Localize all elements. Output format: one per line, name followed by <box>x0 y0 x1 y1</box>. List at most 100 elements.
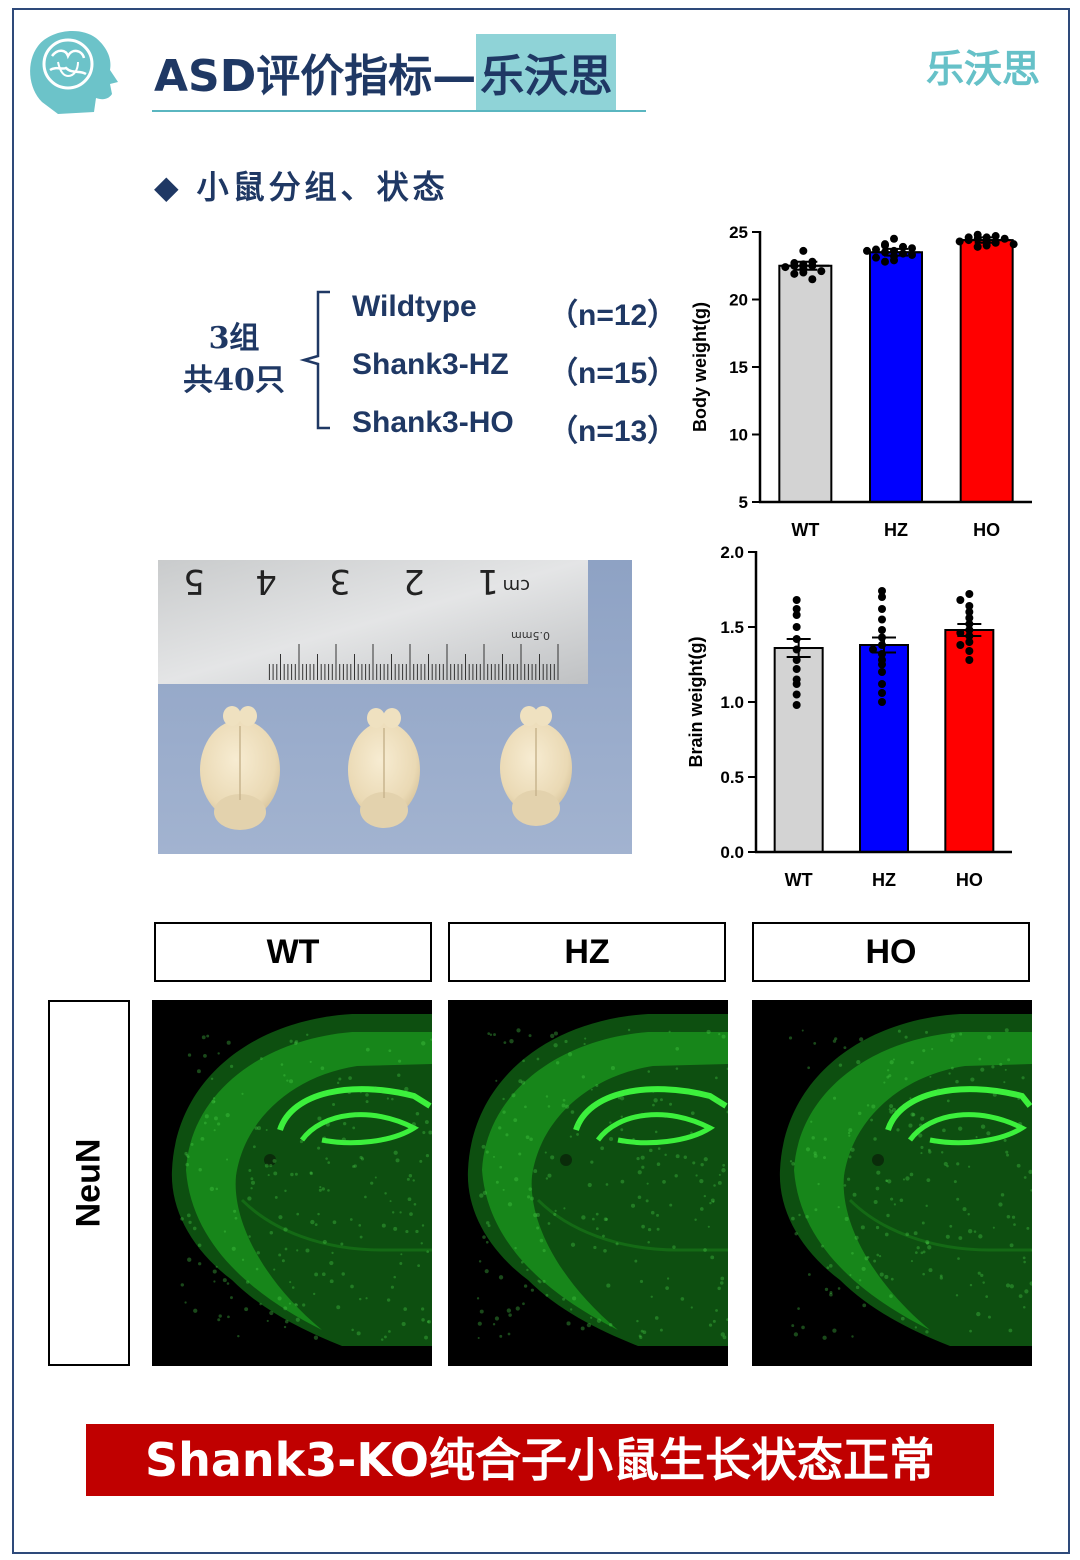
data-point <box>983 242 991 250</box>
data-point <box>965 590 973 598</box>
brace-icon <box>290 290 334 430</box>
data-point <box>878 689 886 697</box>
y-tick-label: 1.0 <box>720 693 744 712</box>
y-axis-label: Brain weight(g) <box>686 637 706 768</box>
ruler-number: 3 <box>329 561 351 601</box>
data-point <box>878 587 886 595</box>
neun-slice-ho <box>752 1000 1032 1366</box>
column-header-hz: HZ <box>448 922 726 982</box>
brain-weight-chart: Brain weight(g) WT HZ HO 0.0 0.5 1.0 1.5 2.0 <box>686 540 1026 890</box>
neun-section-drawing <box>172 1014 432 1346</box>
neun-section-drawing <box>780 1014 1032 1346</box>
y-tick-label: 5 <box>739 493 748 512</box>
title-main: ASD评价指标— <box>154 40 476 104</box>
brain-weight-chart-svg: Brain weight(g) WT HZ HO 0.0 0.5 1.0 1.5 2.0 <box>686 540 1026 890</box>
data-point <box>965 233 973 241</box>
data-point <box>878 641 886 649</box>
data-point <box>793 605 801 613</box>
data-point <box>1010 240 1018 248</box>
group-n: （n=12） <box>548 290 677 334</box>
y-tick-label: 25 <box>729 223 748 242</box>
data-point <box>881 258 889 266</box>
x-tick-label: HO <box>973 520 1000 540</box>
data-point <box>878 616 886 624</box>
ruler-unit: cm <box>503 575 530 596</box>
animals-count: 共40只 <box>176 360 292 402</box>
data-point <box>793 646 801 654</box>
section-heading: ◆ 小鼠分组、状态 <box>154 162 449 208</box>
x-tick-label: HZ <box>884 520 908 540</box>
body-weight-chart: Body weight(g) WT HZ HO 5 10 15 20 25 <box>690 220 1040 550</box>
data-point <box>899 250 907 258</box>
y-axis-label: Body weight(g) <box>690 302 710 432</box>
y-tick-label: 0.5 <box>720 768 744 787</box>
data-point <box>793 665 801 673</box>
groups-count: 3组 <box>176 318 292 360</box>
data-point <box>992 232 1000 240</box>
data-point <box>881 248 889 256</box>
data-point <box>872 246 880 254</box>
data-point <box>974 231 982 239</box>
neun-slice-hz <box>448 1000 728 1366</box>
brain-head-logo-icon <box>22 22 124 118</box>
y-tick-label: 20 <box>729 291 748 310</box>
group-n: （n=13） <box>548 406 677 450</box>
column-header-ho: HO <box>752 922 1030 982</box>
title-underline <box>152 110 646 112</box>
neun-slice-wt <box>152 1000 432 1366</box>
ruler-number: 4 <box>255 561 277 601</box>
data-point <box>878 605 886 613</box>
page-title: ASD评价指标— 乐沃思 <box>154 36 616 108</box>
data-point <box>793 656 801 664</box>
section-title: 小鼠分组、状态 <box>197 168 449 206</box>
data-point <box>878 698 886 706</box>
data-point <box>956 629 964 637</box>
data-point <box>878 668 886 676</box>
x-tick-label: WT <box>791 520 819 540</box>
conclusion-banner: Shank3-KO纯合子小鼠生长状态正常 <box>86 1424 994 1496</box>
data-point <box>790 259 798 267</box>
row-label-neun: NeuN <box>48 1000 130 1366</box>
data-point <box>965 647 973 655</box>
data-point <box>965 656 973 664</box>
group-row-wildtype: Wildtype （n=12） <box>352 290 477 324</box>
data-point <box>878 661 886 669</box>
data-point <box>890 235 898 243</box>
x-tick-label: WT <box>785 870 813 890</box>
bar <box>779 266 831 502</box>
group-name: Shank3-HO <box>352 406 514 439</box>
ruler-number: 1 <box>477 561 499 601</box>
data-point <box>983 233 991 241</box>
data-point <box>799 260 807 268</box>
data-point <box>808 258 816 266</box>
y-tick-label: 0.0 <box>720 843 744 862</box>
data-point <box>878 650 886 658</box>
data-point <box>790 270 798 278</box>
data-point <box>956 641 964 649</box>
data-point <box>863 247 871 255</box>
neun-section-drawing <box>468 1014 728 1346</box>
group-row-hz: Shank3-HZ （n=15） <box>352 348 509 382</box>
column-header-wt: WT <box>154 922 432 982</box>
ruler-number: 2 <box>403 561 425 601</box>
data-point <box>965 602 973 610</box>
bar <box>860 645 908 852</box>
bar <box>870 252 922 502</box>
data-point <box>890 247 898 255</box>
data-point <box>974 243 982 251</box>
data-point <box>781 263 789 271</box>
x-tick-label: HO <box>956 870 983 890</box>
data-point <box>799 247 807 255</box>
group-n: （n=15） <box>548 348 677 392</box>
data-point <box>793 623 801 631</box>
data-point <box>956 596 964 604</box>
data-point <box>817 267 825 275</box>
data-point <box>1001 235 1009 243</box>
data-point <box>808 275 816 283</box>
data-point <box>793 635 801 643</box>
data-point <box>890 256 898 264</box>
data-point <box>793 680 801 688</box>
data-point <box>878 626 886 634</box>
data-point <box>793 596 801 604</box>
neun-label: NeuN <box>70 1139 109 1228</box>
